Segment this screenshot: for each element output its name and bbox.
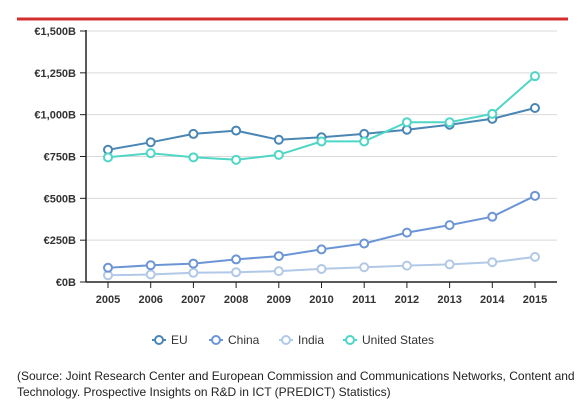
legend-label: United States xyxy=(362,333,434,347)
data-point-china xyxy=(530,190,540,201)
y-tick-label: €1,500B xyxy=(34,26,76,38)
x-tick-label: 2006 xyxy=(138,294,162,306)
source-note: (Source: Joint Research Center and Europ… xyxy=(17,369,575,399)
data-point-united-states xyxy=(487,108,498,119)
x-tick-label: 2014 xyxy=(480,294,505,306)
x-tick-label: 2010 xyxy=(309,294,333,306)
legend-marker xyxy=(154,335,164,345)
y-tick-label: €1,250B xyxy=(34,68,76,80)
data-point-china xyxy=(145,260,156,271)
series-india xyxy=(103,251,540,281)
x-tick-label: 2012 xyxy=(395,294,419,306)
x-tick-label: 2008 xyxy=(224,294,248,306)
x-axis-ticks: 2005 2006 2007 2008 2009 2010 2011 2012 2013 2014… xyxy=(96,282,547,306)
data-point-india xyxy=(401,260,412,271)
legend: EU China India United States xyxy=(152,333,434,347)
data-point-india xyxy=(188,267,199,278)
y-tick-label: €0B xyxy=(56,277,76,289)
data-point-china xyxy=(103,262,113,273)
data-point-united-states xyxy=(145,148,156,159)
legend-item-india: India xyxy=(279,333,324,347)
data-point-united-states xyxy=(359,136,370,147)
y-tick-label: €1,000B xyxy=(34,110,76,122)
data-point-united-states xyxy=(316,136,327,147)
series-line-united-states xyxy=(107,75,536,161)
grid-lines xyxy=(86,30,557,241)
x-tick-label: 2009 xyxy=(267,294,291,306)
series xyxy=(103,71,540,281)
data-point-china xyxy=(401,227,412,238)
data-point-india xyxy=(316,263,327,274)
x-tick-label: 2005 xyxy=(96,294,120,306)
data-point-india xyxy=(145,269,156,280)
legend-item-china: China xyxy=(209,333,260,347)
data-point-india xyxy=(231,267,242,278)
data-point-india xyxy=(444,259,455,270)
data-point-china xyxy=(359,238,370,249)
data-point-united-states xyxy=(273,149,284,160)
line-chart: €0B€250B€500B€750B€1,000B€1,250B€1,500B … xyxy=(17,17,568,347)
legend-marker xyxy=(211,335,221,345)
series-line-china xyxy=(107,194,536,269)
series-china xyxy=(103,190,540,273)
data-point-china xyxy=(444,220,455,231)
y-tick-label: €750B xyxy=(44,152,76,164)
data-point-china xyxy=(273,251,284,262)
legend-item-united-states: United States xyxy=(343,333,434,347)
data-point-united-states xyxy=(231,154,242,165)
data-point-india xyxy=(359,262,370,273)
x-tick-label: 2015 xyxy=(523,294,547,306)
y-axis-ticks: €0B €250B €500B €750B €1,000B €1,250B €1,500B xyxy=(34,26,86,289)
data-point-eu xyxy=(145,137,156,148)
data-point-united-states xyxy=(188,152,199,163)
data-point-india xyxy=(487,257,498,268)
legend-label: India xyxy=(298,333,324,347)
data-point-india xyxy=(530,251,540,262)
data-point-united-states xyxy=(103,152,113,163)
data-point-eu xyxy=(231,125,242,136)
data-point-india xyxy=(273,266,284,277)
legend-item-eu: EU xyxy=(152,333,188,347)
data-point-united-states xyxy=(444,117,455,128)
chart: €0B €250B €500B €750B €1,000B €1,250B €1,500B … xyxy=(17,17,568,347)
data-point-eu xyxy=(530,102,540,113)
legend-label: China xyxy=(228,333,260,347)
y-tick-label: €250B xyxy=(44,235,76,247)
x-tick-label: 2007 xyxy=(181,294,205,306)
x-tick-label: 2011 xyxy=(352,294,376,306)
legend-marker xyxy=(345,335,355,345)
legend-marker xyxy=(281,335,291,345)
data-point-eu xyxy=(188,128,199,139)
data-point-eu xyxy=(273,134,284,145)
data-point-china xyxy=(188,258,199,269)
data-point-china xyxy=(487,211,498,222)
data-point-united-states xyxy=(530,71,540,82)
data-point-china xyxy=(316,244,327,255)
y-tick-label: €500B xyxy=(44,193,76,205)
legend-label: EU xyxy=(171,333,188,347)
x-tick-label: 2013 xyxy=(437,294,461,306)
axes xyxy=(85,30,557,283)
series-united-states xyxy=(103,71,540,165)
data-point-china xyxy=(231,254,242,265)
data-point-united-states xyxy=(401,117,412,128)
